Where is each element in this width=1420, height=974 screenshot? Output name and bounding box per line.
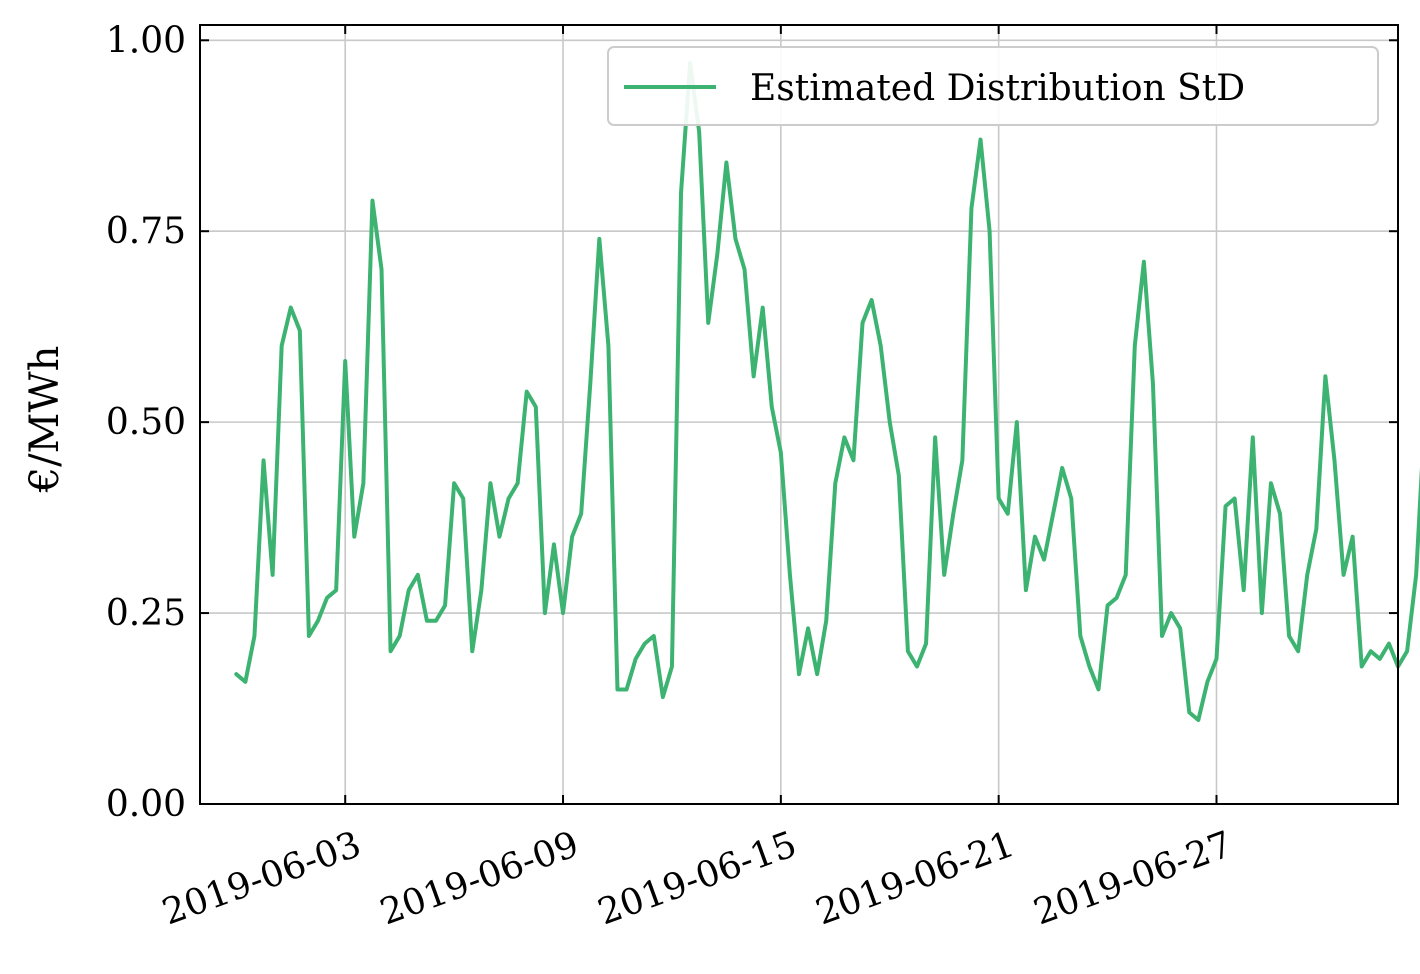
y-tick-label: 1.00 — [106, 20, 186, 61]
legend: Estimated Distribution StD — [607, 46, 1379, 126]
legend-label: Estimated Distribution StD — [750, 68, 1245, 109]
y-tick-label: 0.75 — [106, 211, 186, 252]
y-tick-label: 0.50 — [106, 402, 186, 443]
y-tick-label: 0.25 — [106, 593, 186, 634]
legend-box — [607, 46, 1379, 126]
y-axis-label: €/MWh — [22, 346, 68, 494]
y-tick-label: 0.00 — [106, 784, 186, 825]
plot-frame — [199, 24, 1399, 805]
